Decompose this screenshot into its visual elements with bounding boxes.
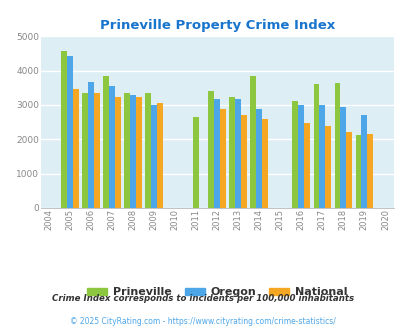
Bar: [367, 134, 372, 208]
Bar: [214, 99, 220, 208]
Bar: [345, 132, 351, 208]
Bar: [103, 76, 109, 208]
Bar: [151, 105, 157, 208]
Bar: [130, 95, 136, 208]
Bar: [313, 84, 319, 208]
Bar: [109, 86, 115, 208]
Bar: [360, 115, 367, 208]
Bar: [235, 99, 241, 208]
Bar: [193, 117, 198, 208]
Bar: [250, 76, 256, 208]
Bar: [61, 51, 67, 208]
Bar: [136, 97, 142, 208]
Bar: [115, 97, 121, 208]
Bar: [241, 115, 247, 208]
Bar: [319, 105, 324, 208]
Bar: [256, 110, 262, 208]
Bar: [324, 126, 330, 208]
Bar: [94, 93, 100, 208]
Bar: [88, 82, 94, 208]
Text: Crime Index corresponds to incidents per 100,000 inhabitants: Crime Index corresponds to incidents per…: [52, 294, 353, 303]
Bar: [220, 109, 226, 208]
Bar: [292, 101, 298, 208]
Bar: [339, 107, 345, 208]
Bar: [124, 93, 130, 208]
Bar: [334, 82, 339, 208]
Bar: [262, 119, 267, 208]
Text: © 2025 CityRating.com - https://www.cityrating.com/crime-statistics/: © 2025 CityRating.com - https://www.city…: [70, 317, 335, 326]
Bar: [208, 90, 214, 208]
Title: Prineville Property Crime Index: Prineville Property Crime Index: [99, 19, 334, 32]
Bar: [157, 103, 162, 208]
Bar: [67, 56, 73, 208]
Bar: [82, 93, 88, 208]
Bar: [298, 105, 303, 208]
Bar: [73, 89, 79, 208]
Bar: [303, 123, 309, 208]
Bar: [355, 135, 360, 208]
Bar: [145, 93, 151, 208]
Bar: [229, 97, 235, 208]
Legend: Prineville, Oregon, National: Prineville, Oregon, National: [82, 283, 351, 302]
